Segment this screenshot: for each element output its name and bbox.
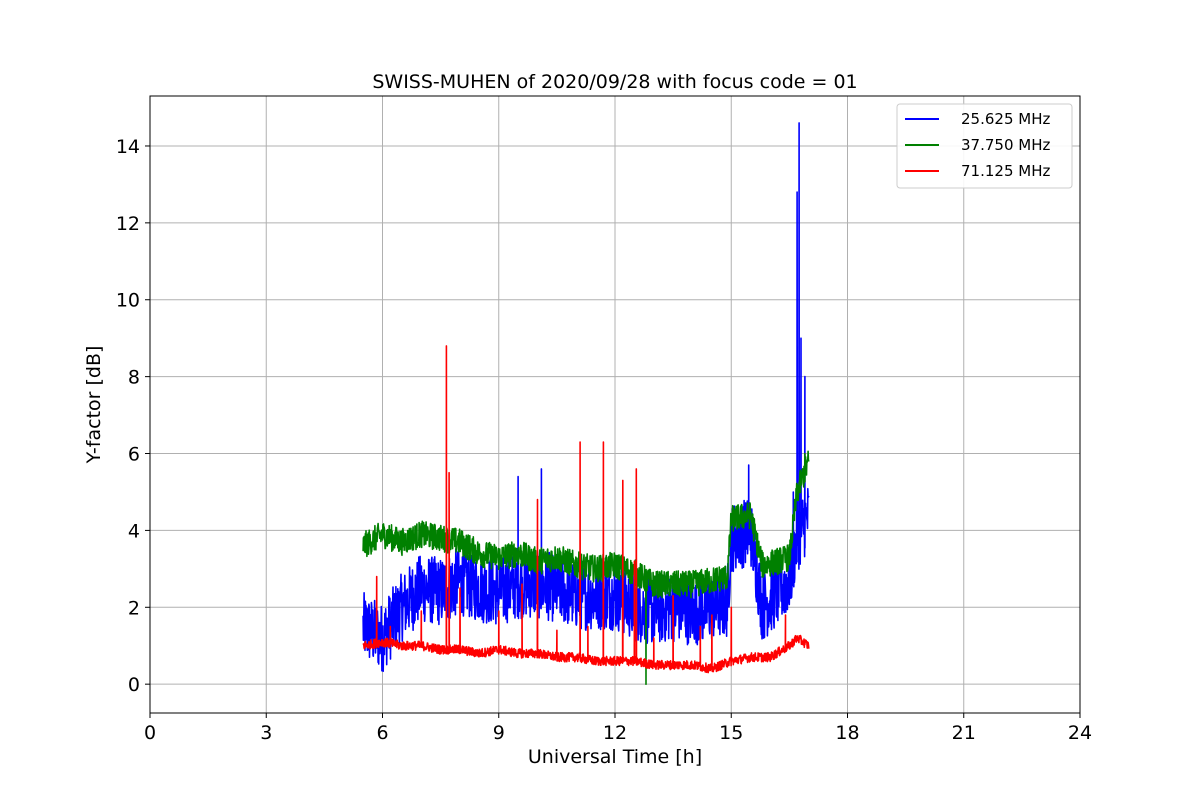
x-tick-label: 18 (835, 722, 859, 744)
x-tick-label: 12 (603, 722, 627, 744)
y-tick-label: 0 (128, 674, 140, 696)
y-tick-label: 4 (128, 520, 140, 542)
series-line-3 (362, 345, 810, 674)
x-tick-label: 9 (493, 722, 505, 744)
y-tick-label: 6 (128, 444, 140, 466)
x-tick-label: 24 (1068, 722, 1092, 744)
x-tick-label: 6 (376, 722, 388, 744)
y-tick-label: 8 (128, 367, 140, 389)
legend-label: 25.625 MHz (961, 110, 1050, 128)
legend-box (896, 103, 1073, 189)
legend-label: 71.125 MHz (961, 162, 1050, 180)
series-line-1 (362, 122, 810, 672)
legend-label: 37.750 MHz (961, 136, 1050, 154)
x-axis-label: Universal Time [h] (528, 746, 702, 768)
legend: 25.625 MHz 37.750 MHz 71.125 MHz (896, 103, 1073, 189)
y-tick-label: 10 (116, 290, 140, 312)
y-tick-label: 12 (116, 213, 140, 235)
y-tick-label: 14 (116, 136, 140, 158)
x-tick-label: 15 (719, 722, 743, 744)
x-tick-label: 3 (260, 722, 272, 744)
y-axis-label: Y-factor [dB] (83, 346, 105, 465)
y-tick-label: 2 (128, 597, 140, 619)
series-line-2 (362, 450, 810, 685)
x-tick-label: 0 (144, 722, 156, 744)
x-tick-label: 21 (952, 722, 976, 744)
series-layer (362, 122, 810, 685)
chart-title: SWISS-MUHEN of 2020/09/28 with focus cod… (372, 71, 857, 93)
